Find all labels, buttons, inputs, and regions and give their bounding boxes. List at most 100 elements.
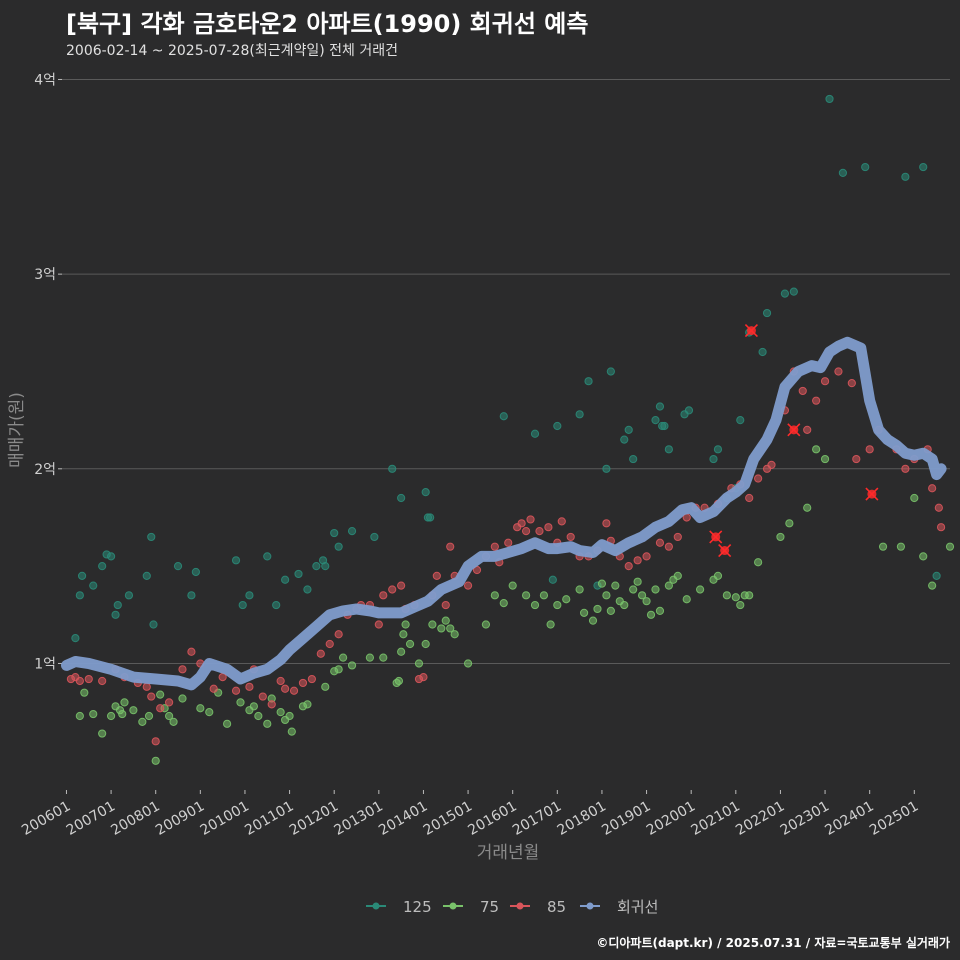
x-tick-label: 200601 xyxy=(19,798,73,839)
x-tick-label: 201501 xyxy=(421,798,475,839)
x-tick-label: 202001 xyxy=(644,798,698,839)
point-75 xyxy=(896,542,906,551)
point-75 xyxy=(919,552,928,561)
point-75 xyxy=(611,581,620,590)
point-75 xyxy=(736,600,745,610)
point-125 xyxy=(187,591,196,600)
point-85 xyxy=(812,396,821,405)
point-75 xyxy=(89,709,98,719)
point-85 xyxy=(84,674,93,684)
point-85 xyxy=(374,620,383,629)
point-125 xyxy=(736,416,745,425)
point-85 xyxy=(178,665,187,674)
point-125 xyxy=(281,575,290,584)
point-75 xyxy=(928,581,937,590)
point-125 xyxy=(238,600,247,610)
point-125 xyxy=(231,556,241,565)
point-125 xyxy=(713,445,723,454)
point-75 xyxy=(633,577,642,586)
point-125 xyxy=(548,575,557,584)
point-125 xyxy=(606,367,615,376)
point-85 xyxy=(490,542,499,551)
point-85 xyxy=(231,686,241,695)
y-tick-label: 4억 xyxy=(34,72,56,88)
point-75 xyxy=(164,711,174,721)
point-125 xyxy=(370,532,379,542)
point-125 xyxy=(530,429,540,438)
point-75 xyxy=(98,729,107,738)
point-85 xyxy=(655,538,665,547)
point-75 xyxy=(629,585,638,594)
point-85 xyxy=(151,737,160,746)
point-85 xyxy=(820,377,830,386)
point-85 xyxy=(432,571,441,580)
source-caption: ©디아파트(dapt.kr) / 2025.07.31 / 자료=국토교통부 실… xyxy=(596,936,950,950)
point-75 xyxy=(421,639,430,649)
point-75 xyxy=(593,604,602,614)
point-75 xyxy=(106,711,116,721)
legend-dot-icon xyxy=(449,902,457,910)
point-75 xyxy=(508,581,517,590)
point-125 xyxy=(789,287,798,296)
point-125 xyxy=(660,421,669,431)
point-75 xyxy=(446,624,455,633)
point-125 xyxy=(149,620,158,629)
point-125 xyxy=(147,532,156,542)
point-125 xyxy=(629,454,638,464)
point-75 xyxy=(399,630,408,639)
point-85 xyxy=(463,581,473,590)
point-125 xyxy=(89,581,98,590)
point-75 xyxy=(878,542,888,551)
scatter-points xyxy=(66,94,955,765)
point-125 xyxy=(838,168,848,178)
point-75 xyxy=(401,620,410,629)
x-tick-label: 201301 xyxy=(332,798,386,839)
point-75 xyxy=(223,719,232,728)
point-75 xyxy=(638,591,647,600)
point-75 xyxy=(776,532,785,542)
point-125 xyxy=(98,562,107,571)
point-75 xyxy=(602,591,611,600)
point-75 xyxy=(339,653,348,662)
point-75 xyxy=(722,591,731,600)
point-85 xyxy=(316,649,325,658)
x-tick-label: 201701 xyxy=(510,798,564,839)
point-85 xyxy=(624,562,633,571)
point-125 xyxy=(111,610,120,619)
point-75 xyxy=(588,616,598,625)
highlighted-points xyxy=(709,324,879,558)
point-85 xyxy=(419,672,428,682)
x-tick-label: 201601 xyxy=(465,798,519,839)
point-125 xyxy=(651,416,660,425)
point-75 xyxy=(236,698,245,707)
point-125 xyxy=(758,347,767,357)
point-75 xyxy=(414,659,424,668)
point-75 xyxy=(597,579,607,588)
x-tick-label: 201101 xyxy=(242,798,296,839)
point-75 xyxy=(820,454,830,464)
x-tick-label: 200701 xyxy=(64,798,118,839)
point-125 xyxy=(191,567,200,577)
point-85 xyxy=(602,519,611,528)
point-75 xyxy=(664,581,673,590)
point-75 xyxy=(254,711,263,721)
point-85 xyxy=(526,515,535,524)
point-125 xyxy=(71,634,80,643)
point-75 xyxy=(620,600,629,610)
point-75 xyxy=(463,659,473,668)
point-125 xyxy=(664,445,673,454)
point-75 xyxy=(745,591,754,600)
point-75 xyxy=(397,647,406,656)
point-85 xyxy=(803,425,812,434)
x-tick-label: 202201 xyxy=(733,798,787,839)
point-85 xyxy=(557,517,566,526)
point-75 xyxy=(521,591,531,600)
x-tick-label: 201001 xyxy=(198,798,252,839)
point-85 xyxy=(521,526,531,536)
point-75 xyxy=(812,445,821,454)
point-85 xyxy=(147,692,156,701)
point-125 xyxy=(575,410,584,419)
point-75 xyxy=(785,519,794,528)
point-85 xyxy=(642,552,651,561)
